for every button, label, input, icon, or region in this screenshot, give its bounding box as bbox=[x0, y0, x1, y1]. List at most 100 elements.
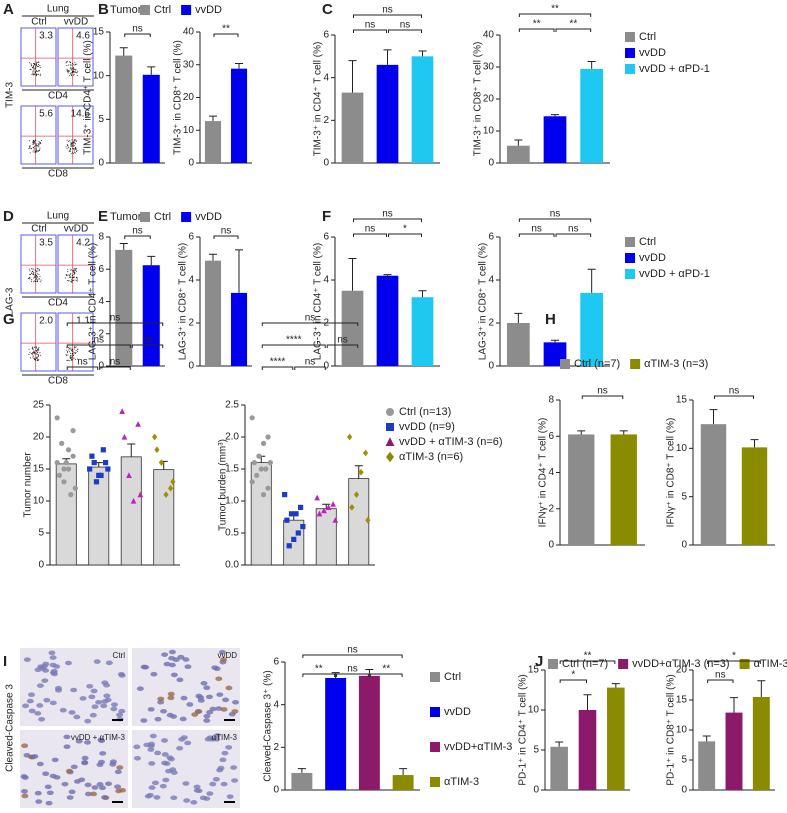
nucleus bbox=[226, 794, 234, 799]
significance-label: ** bbox=[584, 651, 592, 662]
bar bbox=[741, 447, 768, 545]
error-bar bbox=[383, 49, 392, 65]
nucleus bbox=[75, 738, 83, 744]
event-dot bbox=[70, 67, 72, 69]
y-tick-label: 10 bbox=[183, 125, 195, 136]
nucleus bbox=[110, 702, 118, 707]
bar bbox=[120, 456, 142, 566]
event-dot bbox=[34, 359, 36, 361]
event-dot bbox=[29, 69, 31, 71]
event-dot bbox=[29, 277, 31, 279]
event-dot bbox=[35, 139, 37, 141]
event-dot bbox=[28, 140, 30, 142]
legend-label: Ctrl (n=7) bbox=[574, 358, 620, 370]
nucleus bbox=[148, 741, 156, 747]
legend-marker bbox=[386, 408, 394, 416]
event-dot bbox=[69, 274, 71, 276]
nucleus bbox=[59, 707, 67, 713]
bar bbox=[115, 249, 133, 366]
event-dot bbox=[37, 61, 39, 63]
flow-xlabel: CD8 bbox=[48, 376, 68, 387]
y-axis-label: LAG-3⁺ in CD4⁺ T cell (%) bbox=[88, 243, 99, 360]
y-tick-label: 0 bbox=[188, 158, 194, 169]
event-dot bbox=[69, 356, 71, 358]
point bbox=[284, 517, 290, 523]
y-tick-label: 15 bbox=[33, 464, 45, 475]
significance-label: ns bbox=[531, 224, 542, 235]
y-tick-label: 4 bbox=[98, 296, 104, 307]
bar bbox=[348, 478, 370, 566]
nucleus bbox=[150, 671, 158, 677]
bar bbox=[411, 56, 434, 164]
flow-plot bbox=[57, 27, 94, 87]
nucleus bbox=[147, 747, 155, 752]
bar bbox=[341, 290, 364, 366]
significance-bracket bbox=[99, 366, 131, 370]
event-dot bbox=[68, 64, 70, 66]
y-tick-label: 2 bbox=[98, 328, 104, 339]
nucleus bbox=[73, 779, 81, 784]
error-bar bbox=[702, 735, 711, 742]
event-dot bbox=[71, 352, 73, 354]
quadrant-value: 4.2 bbox=[76, 238, 90, 249]
nucleus bbox=[166, 712, 174, 718]
event-dot bbox=[37, 71, 39, 73]
bar bbox=[315, 508, 337, 566]
event-dot bbox=[40, 139, 42, 141]
event-dot bbox=[37, 358, 39, 360]
nucleus bbox=[133, 755, 141, 761]
nucleus bbox=[197, 698, 205, 703]
y-tick-label: 40 bbox=[483, 30, 495, 41]
bar bbox=[550, 746, 568, 790]
event-dot bbox=[70, 141, 72, 143]
legend-swatch bbox=[625, 32, 635, 42]
nucleus bbox=[34, 790, 42, 796]
significance-bracket bbox=[124, 235, 151, 239]
nucleus bbox=[42, 668, 50, 673]
nucleus bbox=[151, 780, 159, 786]
event-dot bbox=[67, 347, 69, 349]
event-dot bbox=[75, 269, 77, 271]
nucleus bbox=[170, 770, 178, 775]
event-dot bbox=[72, 64, 74, 66]
point bbox=[87, 466, 93, 472]
event-dot bbox=[36, 273, 38, 275]
nucleus bbox=[21, 793, 29, 799]
legend-swatch bbox=[430, 707, 440, 717]
point bbox=[167, 484, 174, 492]
event-dot bbox=[39, 70, 41, 72]
significance-label: ns bbox=[347, 645, 358, 656]
event-dot bbox=[32, 268, 34, 270]
event-dot bbox=[67, 354, 69, 356]
event-dot bbox=[36, 280, 38, 282]
event-dot bbox=[33, 142, 35, 144]
event-dot bbox=[33, 352, 35, 354]
event-dot bbox=[35, 359, 37, 361]
event-dot bbox=[39, 270, 41, 272]
event-dot bbox=[66, 70, 68, 72]
event-dot bbox=[35, 357, 37, 359]
legend-label: Ctrl bbox=[444, 671, 461, 683]
event-dot bbox=[72, 140, 74, 142]
error-bar bbox=[611, 683, 620, 688]
significance-bracket bbox=[369, 673, 403, 677]
nucleus bbox=[230, 765, 238, 770]
event-dot bbox=[73, 271, 75, 273]
nucleus bbox=[157, 699, 165, 705]
y-tick-label: 10 bbox=[93, 70, 105, 81]
event-dot bbox=[73, 147, 75, 149]
event-dot bbox=[72, 277, 74, 279]
bar bbox=[341, 92, 364, 163]
nucleus bbox=[51, 757, 59, 763]
event-dot bbox=[67, 359, 69, 361]
nucleus bbox=[45, 800, 53, 806]
event-dot bbox=[71, 281, 73, 283]
event-dot bbox=[73, 357, 75, 359]
event-dot bbox=[37, 356, 39, 358]
nucleus bbox=[105, 781, 113, 787]
event-dot bbox=[71, 139, 73, 141]
y-tick-label: 4 bbox=[323, 275, 329, 286]
event-dot bbox=[33, 149, 35, 151]
nucleus bbox=[203, 718, 211, 723]
nucleus bbox=[176, 677, 184, 683]
